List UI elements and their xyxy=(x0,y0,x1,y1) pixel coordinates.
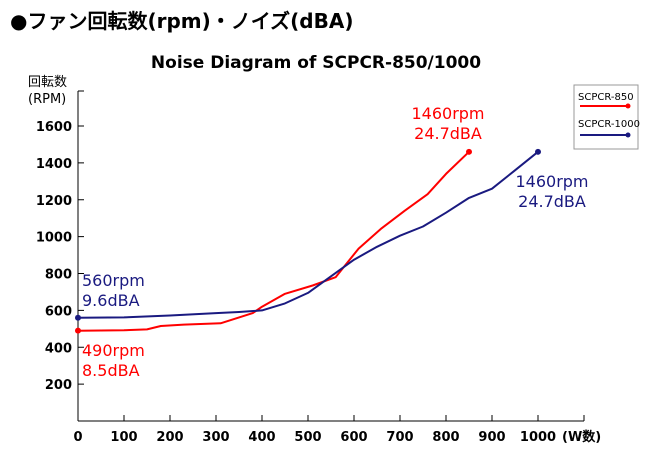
annotation-rpm: 490rpm xyxy=(82,341,145,360)
x-axis-label: (W数) xyxy=(562,429,601,445)
chart-title: Noise Diagram of SCPCR-850/1000 xyxy=(151,53,481,73)
series-line-scpcr-850 xyxy=(77,151,470,332)
annotation-dba: 8.5dBA xyxy=(82,361,140,380)
legend-label-scpcr-1000: SCPCR-1000 xyxy=(578,119,640,130)
legend-marker-scpcr-1000 xyxy=(625,132,631,138)
x-tick-label: 100 xyxy=(110,430,137,445)
series-endpoint-scpcr-850 xyxy=(466,148,472,155)
y-axis-label-line2: (RPM) xyxy=(28,92,66,107)
annotation-dba: 9.6dBA xyxy=(82,291,140,310)
series-endpoint-scpcr-850 xyxy=(75,327,81,334)
x-tick-label: 200 xyxy=(156,430,183,445)
legend: SCPCR-850 SCPCR-1000 xyxy=(573,84,640,150)
annotation-dba: 24.7dBA xyxy=(518,192,586,211)
axes xyxy=(77,90,585,422)
y-ticks: 200 400 600 800 1000 1200 1400 1600 xyxy=(36,120,84,393)
series-endpoint-scpcr-1000 xyxy=(535,148,541,155)
legend-box xyxy=(573,84,639,150)
legend-label-scpcr-850: SCPCR-850 xyxy=(578,92,634,103)
y-tick-label: 400 xyxy=(45,341,72,356)
x-tick-label: 0 xyxy=(73,430,82,445)
y-tick-label: 1200 xyxy=(36,194,72,209)
x-ticks: 0 100 200 300 400 500 600 700 800 900 1000 xyxy=(73,415,556,445)
series-line-scpcr-1000 xyxy=(77,151,539,319)
y-tick-label: 1400 xyxy=(36,157,72,172)
header-title: ●ファン回転数(rpm)・ノイズ(dBA) xyxy=(10,9,353,33)
series-endpoint-scpcr-1000 xyxy=(75,314,81,321)
x-tick-label: 1000 xyxy=(520,430,556,445)
x-tick-label: 300 xyxy=(202,430,229,445)
annotation-layer: 1460rpm24.7dBA1460rpm24.7dBA560rpm9.6dBA… xyxy=(82,104,589,380)
series-layer xyxy=(75,148,541,334)
x-tick-label: 500 xyxy=(294,430,321,445)
x-tick-label: 900 xyxy=(478,430,505,445)
legend-marker-scpcr-850 xyxy=(625,103,631,109)
y-axis-label-line1: 回転数 xyxy=(28,75,67,90)
annotation-rpm: 560rpm xyxy=(82,271,145,290)
x-tick-label: 700 xyxy=(386,430,413,445)
x-tick-label: 800 xyxy=(432,430,459,445)
y-tick-label: 600 xyxy=(45,304,72,319)
annotation-rpm: 1460rpm xyxy=(411,104,484,123)
annotation-rpm: 1460rpm xyxy=(515,172,588,191)
y-tick-label: 1000 xyxy=(36,231,72,246)
x-tick-label: 600 xyxy=(340,430,367,445)
y-tick-label: 800 xyxy=(45,268,72,283)
annotation-dba: 24.7dBA xyxy=(414,124,482,143)
y-tick-label: 1600 xyxy=(36,120,72,135)
x-tick-label: 400 xyxy=(248,430,275,445)
y-tick-label: 200 xyxy=(45,378,72,393)
